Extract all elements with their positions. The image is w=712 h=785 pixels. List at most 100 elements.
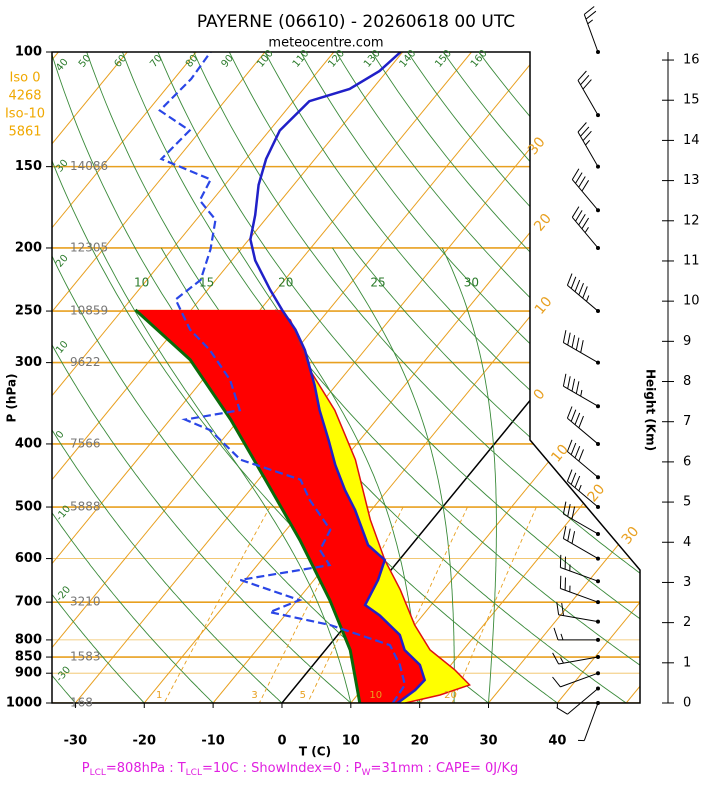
wind-station bbox=[596, 309, 600, 313]
wind-station bbox=[596, 579, 600, 583]
freezing-label: Iso 0 bbox=[10, 71, 41, 86]
wind-station bbox=[596, 686, 600, 690]
x-tick-label: 40 bbox=[548, 734, 566, 749]
wind-station bbox=[596, 638, 600, 642]
moist-adiabat-label: 15 bbox=[199, 276, 214, 290]
y-tick-label: 700 bbox=[15, 595, 42, 610]
moist-adiabat-label: 20 bbox=[278, 276, 293, 290]
dry-adiabat bbox=[479, 52, 712, 703]
isotherm bbox=[626, 52, 712, 703]
chart-title: PAYERNE (06610) - 20260618 00 UTC bbox=[197, 12, 515, 32]
freezing-height: 4268 bbox=[8, 89, 41, 104]
y-tick-label: 500 bbox=[15, 500, 42, 515]
wind-barb bbox=[578, 123, 598, 167]
wind-barb bbox=[563, 374, 598, 406]
isotherm-label: 0 bbox=[531, 386, 549, 403]
wind-station bbox=[596, 113, 600, 117]
wind-station bbox=[596, 246, 600, 250]
x-tick-label: 10 bbox=[342, 734, 360, 749]
mixing-ratio-label: 3 bbox=[251, 690, 257, 701]
x-tick-label: 20 bbox=[411, 734, 429, 749]
dry-adiabat-label: 50 bbox=[77, 53, 94, 70]
footer-part: P bbox=[82, 761, 90, 776]
y2-tick-label: 11 bbox=[683, 253, 700, 268]
y-tick-label: 100 bbox=[15, 45, 42, 60]
wind-station bbox=[596, 620, 600, 624]
footer-part: =10C : ShowIndex=0 : P bbox=[202, 761, 362, 776]
y-tick-label: 400 bbox=[15, 436, 42, 451]
dry-adiabat-label: 80 bbox=[184, 53, 201, 70]
y2-tick-label: 14 bbox=[683, 133, 700, 148]
wind-station bbox=[596, 532, 600, 536]
wind-station bbox=[596, 701, 600, 705]
wind-barb bbox=[553, 673, 599, 687]
isotherm-label: 30 bbox=[619, 524, 643, 548]
wind-barb bbox=[557, 688, 598, 714]
wind-barb bbox=[572, 207, 598, 248]
freezing-height: 5861 bbox=[8, 125, 41, 140]
mixing-ratio-label: 5 bbox=[300, 690, 306, 701]
y2-tick-label: 0 bbox=[683, 696, 691, 711]
y-axis-label: P (hPa) bbox=[5, 373, 19, 422]
y2-tick-label: 4 bbox=[683, 535, 691, 550]
x-tick-label: -10 bbox=[201, 734, 225, 749]
wind-barb bbox=[584, 7, 598, 53]
y-tick-label: 150 bbox=[15, 159, 42, 174]
isotherm-label: 10 bbox=[532, 294, 556, 318]
y2-tick-label: 7 bbox=[683, 414, 691, 429]
y2-tick-label: 3 bbox=[683, 575, 691, 590]
y2-axis-label: Height (Km) bbox=[644, 369, 658, 451]
y-tick-label: 600 bbox=[15, 551, 42, 566]
y-tick-label: 250 bbox=[15, 304, 42, 319]
wind-station bbox=[596, 475, 600, 479]
wind-barb bbox=[578, 703, 598, 741]
isotherm-label: 20 bbox=[531, 211, 555, 235]
dry-adiabat-label: 20 bbox=[54, 253, 71, 270]
y2-tick-label: 2 bbox=[683, 615, 691, 630]
dry-adiabat-label: 90 bbox=[219, 53, 236, 70]
moist-adiabat-label: 25 bbox=[370, 276, 385, 290]
isotherm bbox=[489, 52, 712, 703]
plot-area bbox=[0, 52, 712, 703]
x-tick-label: 30 bbox=[479, 734, 497, 749]
footer-part: LCL bbox=[90, 768, 106, 778]
wind-station bbox=[596, 442, 600, 446]
y-tick-label: 300 bbox=[15, 355, 42, 370]
wind-station bbox=[596, 671, 600, 675]
level-height: 14086 bbox=[70, 159, 108, 173]
freezing-label: Iso-10 bbox=[5, 107, 45, 122]
dry-adiabat-label: 70 bbox=[148, 53, 165, 70]
footer-part: =31mm : CAPE= 0J/Kg bbox=[371, 761, 519, 776]
wind-barb bbox=[567, 440, 598, 477]
y2-tick-label: 13 bbox=[683, 173, 700, 188]
y2-tick-label: 10 bbox=[683, 294, 700, 309]
mixing-ratio-label: 10 bbox=[369, 690, 382, 701]
wind-barb bbox=[578, 71, 598, 115]
y2-tick-label: 9 bbox=[683, 334, 691, 349]
x-axis-label: T (C) bbox=[299, 745, 331, 759]
x-tick-label: -20 bbox=[133, 734, 157, 749]
footer-part: =808hPa : T bbox=[106, 761, 186, 776]
y-tick-label: 800 bbox=[15, 632, 42, 647]
level-height: 3210 bbox=[70, 595, 101, 609]
wind-station bbox=[596, 404, 600, 408]
wind-barb bbox=[560, 576, 598, 602]
footer: PLCL=808hPa : TLCL=10C : ShowIndex=0 : P… bbox=[82, 761, 519, 778]
wind-station bbox=[596, 600, 600, 604]
chart-subtitle: meteocentre.com bbox=[268, 36, 383, 51]
y-tick-label: 200 bbox=[15, 240, 42, 255]
wind-station bbox=[596, 165, 600, 169]
level-height: 9622 bbox=[70, 355, 101, 369]
level-height: 1583 bbox=[70, 650, 101, 664]
wind-station bbox=[596, 361, 600, 365]
level-height: 5888 bbox=[70, 500, 101, 514]
isotherm-label: 10 bbox=[548, 442, 572, 466]
x-tick-label: 0 bbox=[277, 734, 286, 749]
wind-station bbox=[596, 557, 600, 561]
y2-tick-label: 6 bbox=[683, 454, 691, 469]
level-height: 12305 bbox=[70, 240, 108, 254]
wind-barb bbox=[563, 330, 598, 362]
dry-adiabat-label: 40 bbox=[54, 57, 71, 74]
